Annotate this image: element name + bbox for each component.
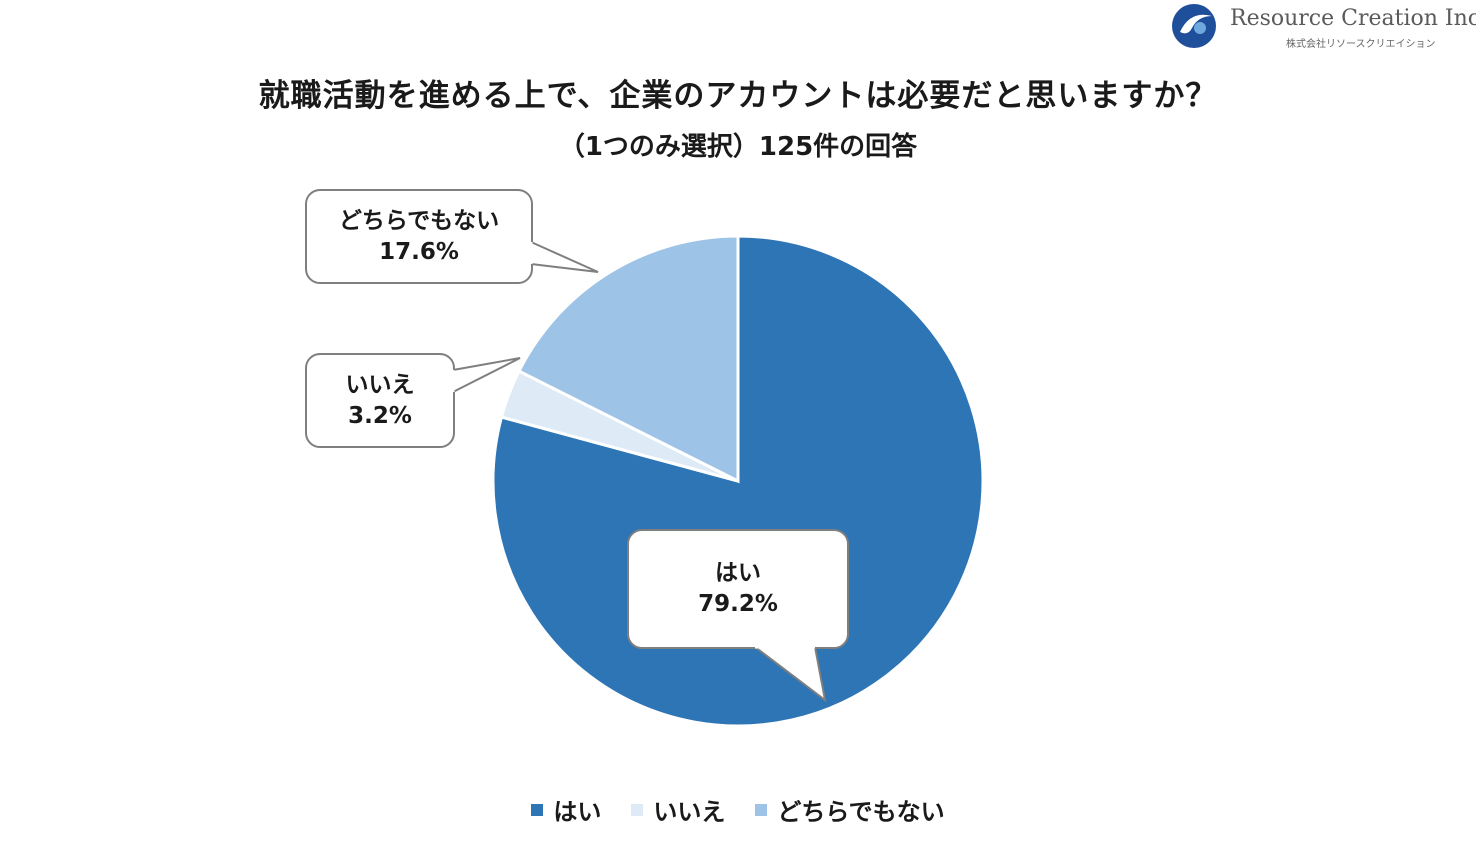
data-label-yes-value: 79.2% bbox=[628, 589, 848, 620]
data-label-yes-category: はい bbox=[628, 558, 848, 589]
legend-label-yes: はい bbox=[553, 792, 601, 827]
chart-legend: はい いいえ どちらでもない bbox=[0, 792, 1476, 827]
data-label-no-category: いいえ bbox=[306, 370, 454, 401]
legend-item-neutral: どちらでもない bbox=[755, 792, 944, 827]
data-label-yes: はい 79.2% bbox=[628, 558, 848, 620]
legend-swatch-no bbox=[631, 804, 643, 816]
legend-item-yes: はい bbox=[531, 792, 601, 827]
data-label-neutral-value: 17.6% bbox=[306, 237, 532, 268]
legend-label-no: いいえ bbox=[653, 792, 725, 827]
legend-label-neutral: どちらでもない bbox=[777, 792, 944, 827]
data-label-no-value: 3.2% bbox=[306, 401, 454, 432]
data-label-neutral: どちらでもない 17.6% bbox=[306, 206, 532, 268]
legend-swatch-yes bbox=[531, 804, 543, 816]
data-label-no: いいえ 3.2% bbox=[306, 370, 454, 432]
data-label-neutral-category: どちらでもない bbox=[306, 206, 532, 237]
legend-swatch-neutral bbox=[755, 804, 767, 816]
legend-item-no: いいえ bbox=[631, 792, 725, 827]
